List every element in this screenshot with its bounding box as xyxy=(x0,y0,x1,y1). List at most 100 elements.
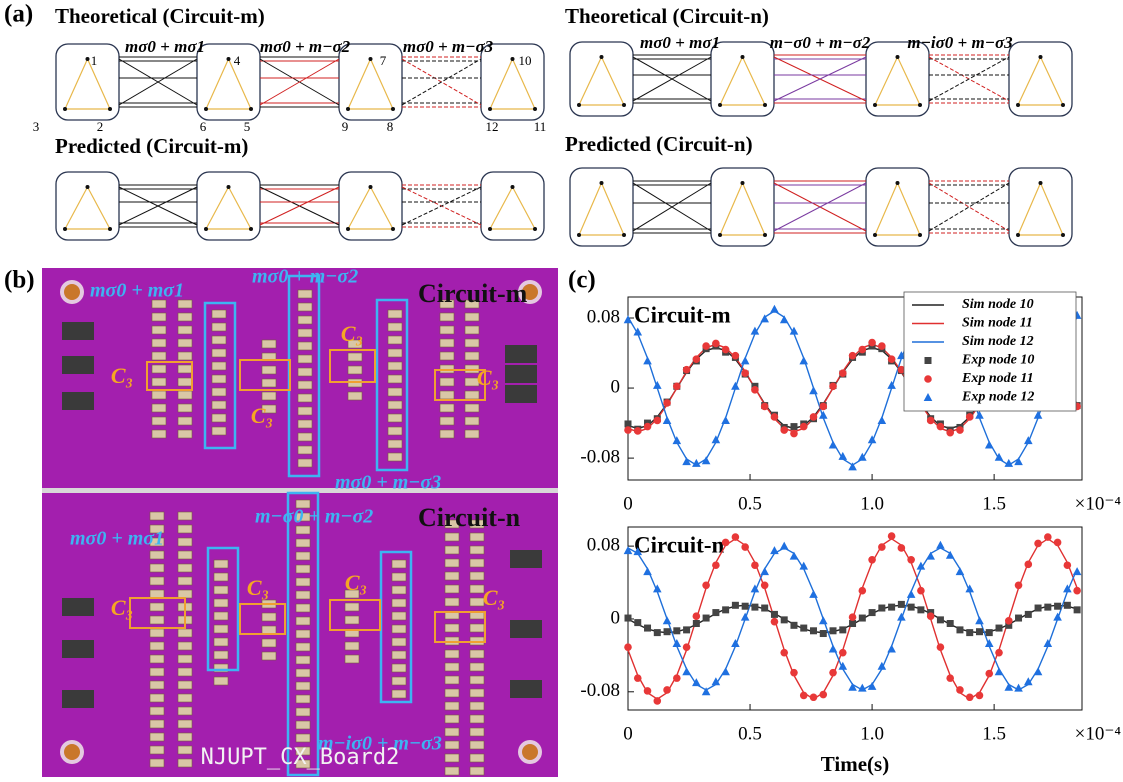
data-point xyxy=(887,381,896,389)
component xyxy=(388,388,402,396)
node-dot xyxy=(227,185,231,189)
component xyxy=(470,572,484,580)
data-point xyxy=(780,542,789,550)
component xyxy=(298,290,312,298)
legend-marker xyxy=(924,375,932,383)
node-dot xyxy=(511,57,515,61)
node-dot xyxy=(391,107,395,111)
connector xyxy=(62,356,94,374)
component xyxy=(212,375,226,383)
node-dot xyxy=(1016,103,1020,107)
component xyxy=(178,352,192,360)
component xyxy=(445,663,459,671)
node-number: 3 xyxy=(33,119,40,134)
data-point xyxy=(1064,561,1072,569)
data-point xyxy=(966,693,974,701)
board-name: NJUPT_CX_Board2 xyxy=(201,745,400,770)
data-point xyxy=(937,616,944,623)
data-point xyxy=(995,649,1003,657)
data-point xyxy=(966,629,973,636)
component xyxy=(178,313,192,321)
component xyxy=(388,375,402,383)
node-number: 4 xyxy=(234,53,241,68)
data-point xyxy=(1054,539,1062,547)
data-point xyxy=(976,692,984,700)
coupling-label: mσ0 + m−σ3 xyxy=(335,472,441,494)
node-number: 11 xyxy=(534,119,547,134)
component xyxy=(298,407,312,415)
board-title: Circuit-n xyxy=(418,503,521,532)
legend-label: Exp node 11 xyxy=(961,371,1034,386)
component xyxy=(445,572,459,580)
component xyxy=(178,694,192,702)
panel-label: (b) xyxy=(4,267,35,294)
node-dot xyxy=(873,103,877,107)
component xyxy=(470,754,484,762)
component xyxy=(150,642,164,650)
node-dot xyxy=(1061,103,1065,107)
data-point xyxy=(907,590,916,598)
data-point xyxy=(712,561,720,569)
component xyxy=(392,625,406,633)
component xyxy=(178,525,192,533)
data-point xyxy=(683,643,691,651)
coupling-label: mσ0 + mσ1 xyxy=(90,280,184,302)
connector xyxy=(510,550,542,568)
data-point xyxy=(780,649,788,657)
component xyxy=(445,598,459,606)
component xyxy=(178,707,192,715)
data-point xyxy=(721,667,730,675)
data-point xyxy=(702,581,710,589)
data-point xyxy=(624,426,632,434)
data-point xyxy=(908,604,915,611)
component xyxy=(392,638,406,646)
component xyxy=(392,573,406,581)
component xyxy=(470,767,484,775)
node-dot xyxy=(622,103,626,107)
data-point xyxy=(976,628,983,635)
component xyxy=(296,734,310,742)
data-point xyxy=(878,543,886,551)
component xyxy=(150,590,164,598)
component xyxy=(470,559,484,567)
component xyxy=(214,586,228,594)
component xyxy=(392,560,406,568)
data-point xyxy=(868,556,876,564)
data-point xyxy=(859,346,867,354)
component xyxy=(178,564,192,572)
component xyxy=(445,585,459,593)
node-dot xyxy=(741,55,745,59)
component xyxy=(214,573,228,581)
data-point xyxy=(712,609,719,616)
component xyxy=(298,459,312,467)
component xyxy=(388,453,402,461)
component xyxy=(296,630,310,638)
component xyxy=(440,404,454,412)
data-point xyxy=(1044,533,1052,541)
data-point xyxy=(771,618,779,626)
component xyxy=(212,401,226,409)
component xyxy=(214,625,228,633)
data-point xyxy=(741,613,750,621)
data-point xyxy=(898,601,905,608)
component xyxy=(470,533,484,541)
component xyxy=(150,733,164,741)
data-point xyxy=(1005,617,1013,625)
component xyxy=(214,651,228,659)
screw xyxy=(522,744,538,760)
component xyxy=(345,655,359,663)
data-point xyxy=(859,587,867,595)
component xyxy=(296,565,310,573)
data-point xyxy=(810,627,817,634)
figure: (a) Theoretical (Circuit-m) Theoretical … xyxy=(0,0,1123,782)
data-point xyxy=(975,411,984,419)
data-point xyxy=(643,356,652,364)
component xyxy=(150,707,164,715)
component xyxy=(388,414,402,422)
data-point xyxy=(770,305,779,313)
component xyxy=(178,512,192,520)
component xyxy=(440,313,454,321)
component xyxy=(445,624,459,632)
node-number: 7 xyxy=(380,53,387,68)
data-point xyxy=(624,643,632,651)
